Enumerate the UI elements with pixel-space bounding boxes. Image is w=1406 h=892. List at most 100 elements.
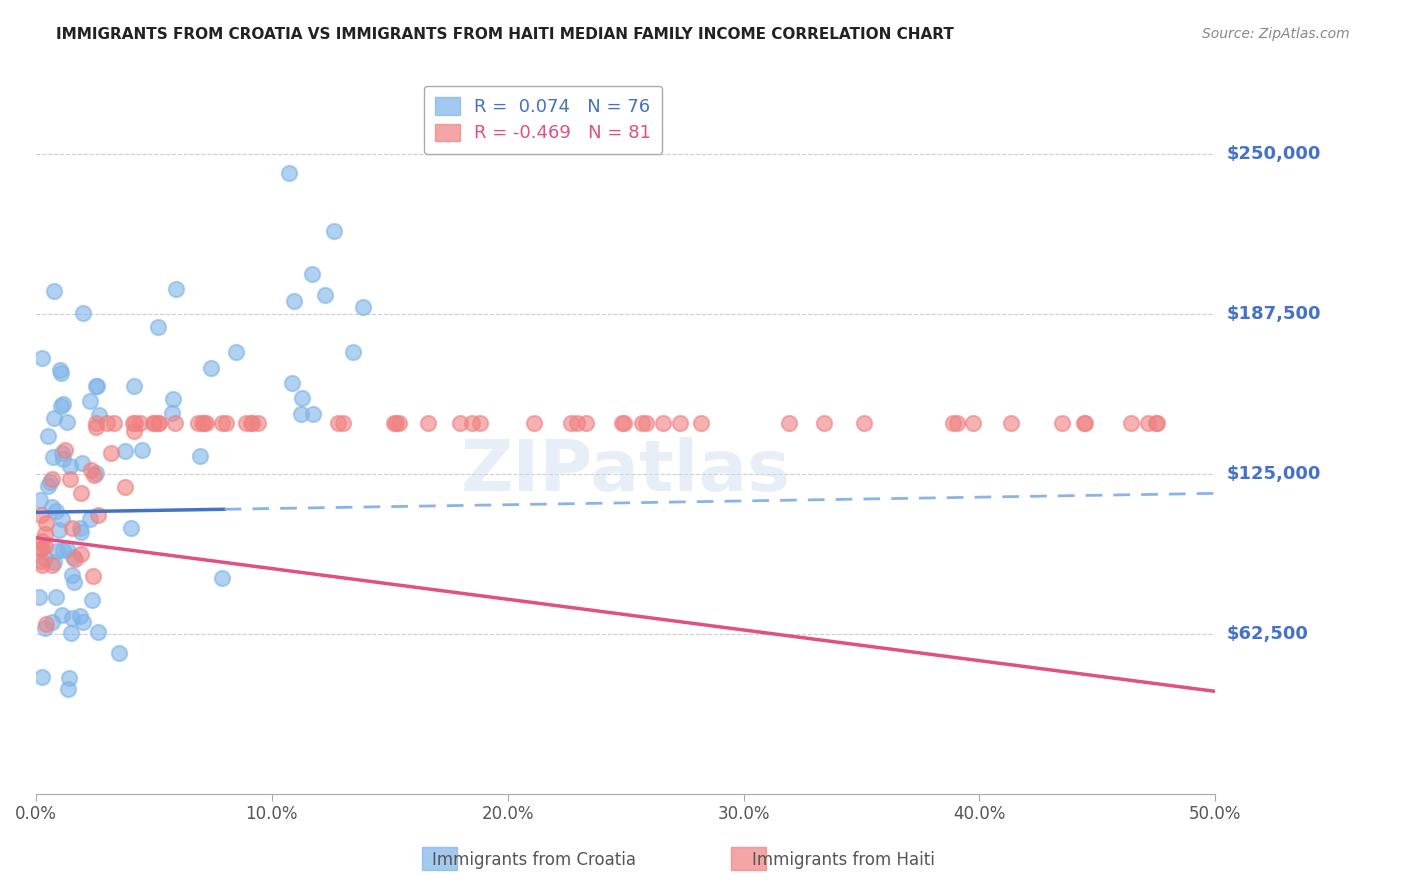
Point: [31, 351, 53, 365]
Point: [239, 416, 262, 430]
Point: [53, 442, 76, 457]
Point: [51, 608, 73, 623]
Point: [46, 544, 69, 558]
Point: [120, 520, 142, 534]
Point: [63, 551, 86, 566]
Text: Source: ZipAtlas.com: Source: ZipAtlas.com: [1202, 27, 1350, 41]
Point: [69, 524, 91, 539]
Text: ZIPatlas: ZIPatlas: [461, 437, 790, 506]
Point: [146, 416, 169, 430]
Point: [37, 479, 59, 493]
Point: [449, 416, 471, 430]
Point: [79, 394, 101, 409]
Point: [45, 504, 67, 518]
Point: [44, 410, 66, 425]
Point: [34, 516, 56, 530]
Point: [34, 527, 56, 541]
Point: [193, 416, 215, 430]
Point: [163, 416, 186, 430]
Point: [34, 621, 56, 635]
Point: [195, 416, 218, 430]
Point: [942, 416, 965, 430]
Point: [41, 615, 63, 629]
Point: [122, 424, 145, 438]
Point: [82, 569, 104, 583]
Point: [42, 284, 65, 298]
Point: [70, 456, 93, 470]
Point: [778, 416, 800, 430]
Point: [84, 416, 107, 430]
Point: [215, 416, 238, 430]
Point: [72, 615, 94, 630]
Point: [314, 287, 336, 301]
Point: [100, 446, 122, 460]
Point: [669, 416, 692, 430]
Text: Immigrants from Croatia: Immigrants from Croatia: [432, 851, 637, 869]
Point: [188, 449, 211, 463]
Point: [69, 608, 91, 623]
Point: [612, 416, 634, 430]
Point: [30, 554, 52, 568]
Point: [461, 416, 484, 430]
Point: [131, 443, 153, 458]
Point: [30, 541, 52, 555]
Point: [121, 416, 143, 430]
Point: [652, 416, 675, 430]
Point: [291, 391, 314, 405]
Point: [51, 367, 73, 381]
Point: [41, 558, 63, 573]
Point: [51, 512, 73, 526]
Point: [962, 416, 984, 430]
Point: [813, 416, 835, 430]
Point: [1144, 416, 1167, 430]
Point: [86, 420, 108, 434]
Point: [31, 533, 53, 548]
Point: [560, 416, 582, 430]
Point: [56, 542, 79, 557]
Point: [128, 416, 150, 430]
Point: [162, 392, 184, 406]
Point: [60, 567, 83, 582]
Point: [388, 416, 411, 430]
Point: [41, 500, 63, 515]
Point: [30, 508, 52, 522]
Point: [49, 363, 72, 377]
Text: IMMIGRANTS FROM CROATIA VS IMMIGRANTS FROM HAITI MEDIAN FAMILY INCOME CORRELATIO: IMMIGRANTS FROM CROATIA VS IMMIGRANTS FR…: [56, 27, 955, 42]
Point: [114, 480, 136, 494]
Text: $125,000: $125,000: [1227, 465, 1322, 483]
Point: [1119, 416, 1142, 430]
Point: [60, 610, 83, 624]
Point: [332, 416, 354, 430]
Legend: R =  0.074   N = 76, R = -0.469   N = 81: R = 0.074 N = 76, R = -0.469 N = 81: [423, 86, 662, 153]
Point: [31, 670, 53, 684]
Point: [277, 166, 299, 180]
Point: [323, 223, 346, 237]
Point: [342, 344, 364, 359]
Point: [82, 593, 104, 607]
Point: [86, 625, 108, 640]
Point: [56, 415, 79, 429]
Point: [96, 416, 118, 430]
Point: [946, 416, 969, 430]
Point: [240, 416, 263, 430]
Point: [69, 547, 91, 561]
Point: [384, 416, 406, 430]
Point: [31, 558, 53, 573]
Point: [382, 416, 405, 430]
Point: [42, 450, 65, 465]
Point: [143, 416, 166, 430]
Point: [59, 625, 82, 640]
Point: [142, 416, 165, 430]
Point: [84, 378, 107, 392]
Text: Immigrants from Haiti: Immigrants from Haiti: [752, 851, 935, 869]
Point: [302, 407, 325, 421]
Point: [56, 682, 79, 697]
Point: [852, 416, 875, 430]
Point: [418, 416, 440, 430]
Point: [59, 459, 82, 474]
Point: [86, 466, 108, 480]
Point: [283, 293, 305, 308]
Text: $187,500: $187,500: [1227, 305, 1322, 323]
Point: [122, 379, 145, 393]
Point: [235, 416, 257, 430]
